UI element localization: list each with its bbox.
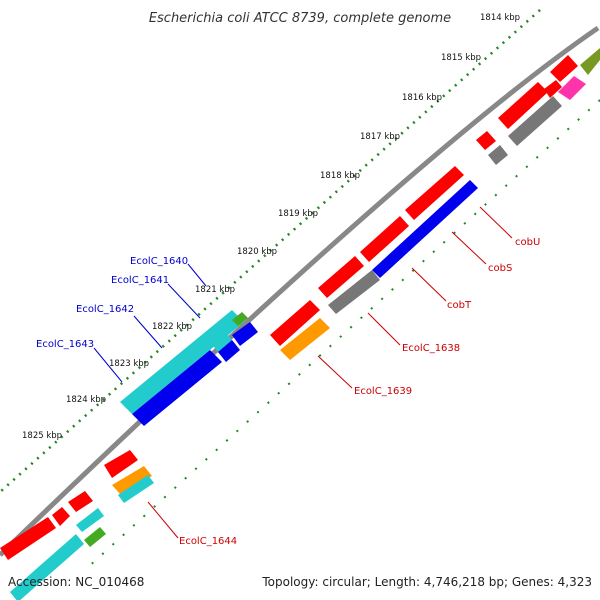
tick-label: 1815 kbp [441, 53, 481, 63]
label-EcolC_1643: EcolC_1643 [36, 339, 94, 350]
callout-line [147, 501, 179, 539]
tick-label: 1819 kbp [278, 209, 318, 219]
gene-feature[interactable] [218, 340, 240, 362]
map-title: Escherichia coli ATCC 8739, complete gen… [149, 11, 451, 26]
label-EcolC_1639: EcolC_1639 [354, 386, 412, 397]
callout-line [167, 283, 201, 319]
tick-label: 1820 kbp [237, 247, 277, 257]
gene-feature[interactable] [118, 475, 154, 503]
gene-feature[interactable] [232, 322, 258, 346]
gene-feature[interactable] [558, 76, 586, 100]
callout-line [411, 267, 447, 302]
callout-line [187, 263, 207, 287]
gene-EcolC_1638[interactable] [270, 300, 320, 346]
gene-EcolC_1640[interactable] [232, 312, 248, 326]
label-cobU: cobU [515, 237, 540, 248]
label-EcolC_1640: EcolC_1640 [130, 256, 188, 267]
label-EcolC_1638: EcolC_1638 [402, 343, 460, 354]
tick-label: 1824 kbp [66, 395, 106, 405]
gene-feature[interactable] [52, 507, 70, 526]
topology-text: Topology: circular; Length: 4,746,218 bp… [262, 575, 592, 589]
callout-line [93, 347, 123, 383]
gene-feature[interactable] [508, 96, 562, 146]
gene-feature[interactable] [476, 131, 496, 150]
label-cobS: cobS [488, 263, 512, 274]
gene-EcolC_1642[interactable] [132, 350, 222, 426]
gene-feature[interactable] [498, 82, 548, 129]
inner-strand-genes [10, 48, 600, 600]
gene-feature[interactable] [84, 527, 106, 547]
gene-feature[interactable] [76, 508, 104, 532]
label-EcolC_1641: EcolC_1641 [111, 275, 169, 286]
gene-EcolC_1639-inner[interactable] [280, 318, 330, 360]
label-EcolC_1644: EcolC_1644 [179, 536, 237, 547]
tick-label: 1814 kbp [480, 13, 520, 23]
tick-labels: 1814 kbp 1815 kbp 1816 kbp 1817 kbp 1818… [22, 13, 520, 441]
gene-EcolC_1639[interactable] [372, 180, 478, 278]
gene-feature[interactable] [104, 450, 138, 478]
gene-feature[interactable] [550, 55, 578, 82]
tick-label: 1825 kbp [22, 431, 62, 441]
gene-feature[interactable] [0, 517, 56, 560]
tick-label: 1816 kbp [402, 93, 442, 103]
accession-text: Accession: NC_010468 [8, 575, 145, 589]
tick-label: 1823 kbp [109, 359, 149, 369]
gene-cobT[interactable] [318, 256, 364, 298]
tick-label: 1822 kbp [152, 322, 192, 332]
callout-lines [93, 206, 513, 539]
gene-EcolC_1643[interactable] [120, 310, 244, 414]
gene-feature[interactable] [544, 80, 562, 98]
callout-line [451, 231, 487, 265]
tick-label: 1821 kbp [195, 285, 235, 295]
gene-feature[interactable] [580, 48, 600, 75]
gene-feature[interactable] [68, 491, 93, 512]
scale-dotted-line [0, 9, 541, 493]
callout-line [317, 355, 353, 389]
gene-labels: cobU cobS cobT EcolC_1638 EcolC_1639 Eco… [36, 237, 540, 547]
label-cobT: cobT [447, 300, 472, 311]
gene-feature[interactable] [10, 534, 84, 600]
genome-backbone [0, 25, 600, 557]
tick-label: 1818 kbp [320, 171, 360, 181]
gene-cobU[interactable] [405, 166, 464, 220]
gene-EcolC_1641[interactable] [210, 330, 232, 352]
callout-line [479, 206, 513, 239]
label-EcolC_1642: EcolC_1642 [76, 304, 134, 315]
outer-strand-genes [0, 55, 578, 560]
tick-label: 1817 kbp [360, 132, 400, 142]
gene-EcolC_1644[interactable] [112, 466, 152, 494]
gene-cobS[interactable] [360, 216, 409, 262]
gene-EcolC_1638-inner[interactable] [328, 270, 380, 314]
callout-line [367, 312, 401, 346]
gene-feature[interactable] [488, 145, 508, 165]
callout-line [133, 315, 163, 349]
